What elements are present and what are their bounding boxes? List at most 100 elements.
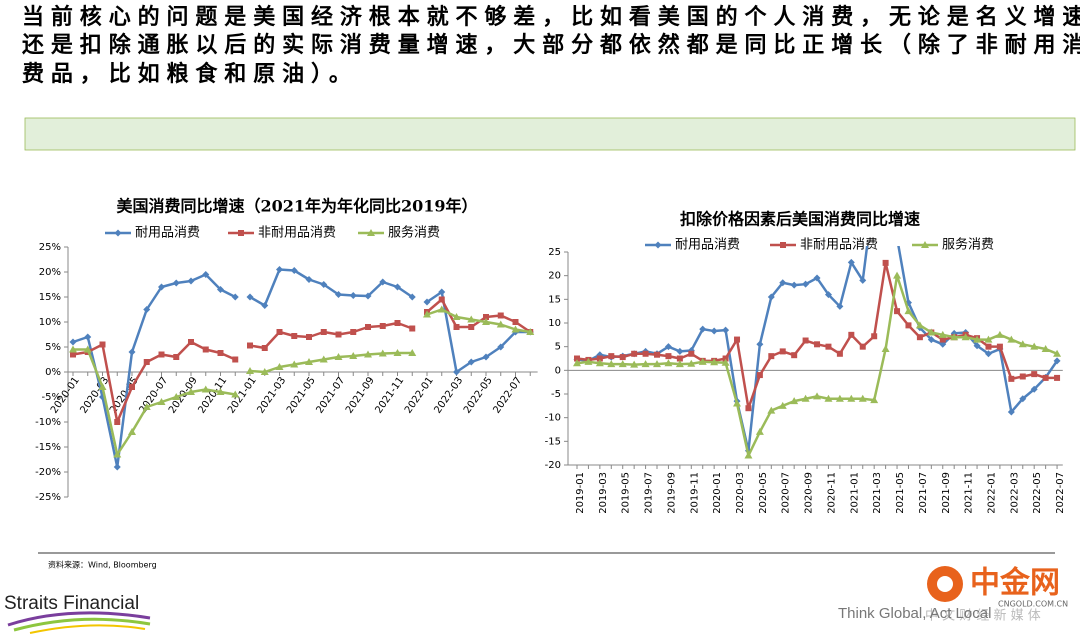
point — [1019, 395, 1027, 403]
x-tick-label: 2021-07 — [314, 375, 347, 416]
x-tick-label: 2020-01 — [712, 472, 723, 514]
point — [172, 393, 181, 400]
point — [290, 267, 298, 274]
x-tick-label: 2020-11 — [826, 472, 837, 514]
x-tick-label: 2021-01 — [226, 375, 259, 416]
point — [306, 334, 312, 340]
point — [848, 331, 855, 338]
y-tick-label: 25% — [39, 242, 61, 253]
logo-swoosh — [7, 611, 151, 627]
y-tick-label: 25 — [548, 247, 561, 258]
point — [755, 427, 764, 435]
point — [859, 343, 866, 350]
point — [408, 349, 417, 356]
legend-marker — [780, 242, 786, 248]
x-tick-label: 2020-03 — [735, 472, 746, 514]
x-tick-label: 2022-05 — [462, 375, 495, 416]
point — [779, 348, 786, 355]
point — [261, 302, 269, 309]
point — [453, 324, 460, 330]
point — [984, 350, 992, 358]
point — [973, 342, 981, 350]
series-line — [576, 274, 1058, 457]
legend-label: 服务消费 — [388, 225, 440, 241]
point — [790, 281, 798, 289]
point — [631, 350, 638, 357]
point — [790, 397, 799, 405]
point — [188, 339, 194, 345]
x-tick-label: 2021-03 — [255, 375, 288, 416]
point — [423, 310, 431, 318]
point — [847, 394, 856, 402]
logo-right-sub: CNGOLD.COM.CN — [998, 600, 1068, 609]
point — [950, 333, 959, 341]
point — [618, 360, 627, 368]
point — [733, 399, 742, 407]
header-line: 费品，比如粮食和原油）。 — [22, 61, 358, 87]
point — [984, 335, 993, 343]
legend-marker — [367, 229, 375, 236]
point — [467, 358, 475, 366]
point — [276, 266, 283, 273]
point — [497, 312, 504, 319]
point — [202, 271, 210, 278]
point — [113, 463, 121, 471]
point — [453, 368, 460, 376]
point — [232, 356, 239, 363]
plot — [573, 246, 1062, 459]
point — [814, 341, 821, 348]
legend-label: 非耐用品消费 — [258, 226, 336, 241]
point — [778, 401, 787, 409]
point — [70, 351, 76, 358]
point — [335, 331, 342, 338]
point — [158, 351, 165, 358]
point — [745, 405, 752, 412]
point — [202, 346, 209, 353]
y-tick-label: -25% — [35, 492, 61, 503]
point — [802, 280, 810, 288]
x-tick-label: 2020-11 — [196, 375, 229, 416]
x-tick-label: 2019-11 — [689, 472, 700, 514]
x-tick-label: 2019-03 — [598, 472, 609, 514]
point — [69, 345, 77, 353]
slogan: Think Global, Act Local — [838, 605, 991, 622]
legend-label: 耐用品消费 — [135, 226, 200, 241]
point — [654, 351, 661, 358]
point — [721, 358, 730, 366]
chart-title: 扣除价格因素后美国消费同比增速 — [680, 210, 920, 229]
point — [1054, 374, 1061, 381]
x-tick-label: 2021-01 — [849, 472, 860, 514]
point — [1053, 349, 1062, 357]
series-line — [249, 321, 413, 350]
point — [608, 353, 615, 360]
point — [813, 274, 821, 282]
point — [1042, 374, 1049, 381]
point — [642, 350, 649, 357]
x-tick-label: 2019-05 — [621, 472, 632, 514]
point — [722, 326, 730, 334]
x-tick-label: 2021-03 — [872, 472, 883, 514]
logo-swoosh — [13, 617, 151, 632]
chart-title: 美国消费同比增速（2021年为年化同比2019年） — [116, 197, 477, 216]
point — [143, 306, 151, 313]
point — [973, 335, 982, 343]
y-tick-label: 15% — [39, 292, 61, 303]
x-tick-label: 2019-01 — [575, 472, 586, 514]
point — [1019, 373, 1026, 380]
x-tick-label: 2022-03 — [1009, 472, 1020, 514]
point — [526, 328, 535, 335]
point — [595, 359, 604, 367]
point — [231, 293, 239, 301]
x-tick-label: 2021-11 — [964, 472, 975, 514]
point — [496, 320, 505, 328]
point — [1030, 385, 1038, 393]
point — [158, 283, 165, 291]
point — [335, 291, 342, 298]
point — [187, 388, 195, 395]
plot — [69, 266, 535, 471]
point — [364, 292, 372, 300]
point — [698, 357, 707, 365]
x-tick-label: 2019-07 — [644, 472, 655, 514]
point — [664, 343, 672, 351]
point — [408, 293, 416, 301]
